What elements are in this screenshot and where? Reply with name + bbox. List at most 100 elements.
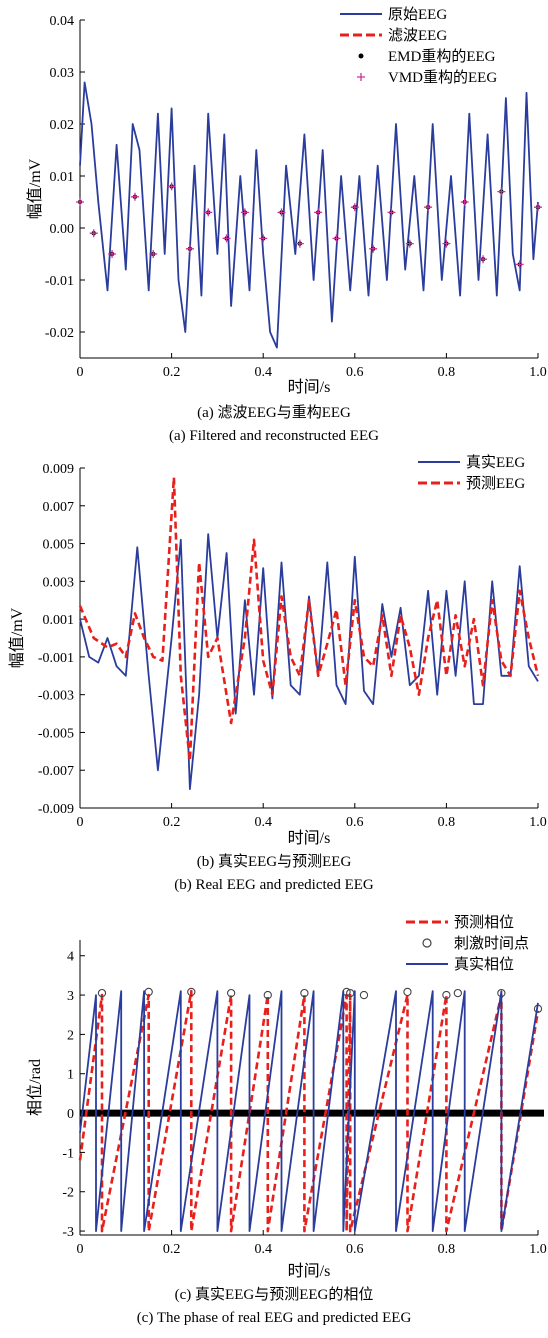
data-point: [460, 198, 469, 206]
x-tick-label: 1.0: [529, 815, 547, 830]
legend-label-1: 真实EEG: [466, 453, 525, 471]
legend-swatch-3: [358, 53, 364, 59]
y-tick-label: 4: [67, 950, 74, 965]
y-tick-label: -3: [62, 1225, 74, 1240]
y-tick-label: 3: [67, 989, 74, 1004]
y-tick-label: 0.003: [43, 575, 75, 590]
y-tick-label: -0.009: [38, 802, 74, 817]
data-point: [300, 988, 309, 998]
x-tick-label: 0.4: [254, 365, 272, 380]
series-line-3: [79, 990, 539, 1232]
y-tick-label: 0.03: [50, 66, 75, 81]
data-point: [453, 988, 462, 998]
y-tick-label: -0.02: [45, 326, 74, 341]
data-point: [108, 250, 117, 258]
data-point: [350, 203, 359, 212]
data-point: [369, 244, 378, 253]
data-point: [314, 208, 323, 217]
x-axis-label: 时间/s: [288, 1262, 331, 1280]
x-tick-label: 0.6: [346, 1242, 364, 1257]
x-tick-label: 0: [77, 815, 84, 830]
y-tick-label: 2: [67, 1028, 74, 1043]
data-point: [149, 250, 158, 258]
chart-panel-3: [78, 920, 544, 1236]
data-point: [442, 239, 451, 248]
legend-label-4: VMD重构的EEG: [388, 69, 497, 86]
series-line-1: [79, 81, 539, 349]
data-point: [403, 987, 412, 997]
data-point: [497, 187, 506, 196]
chart-panel-2: [78, 461, 540, 809]
x-tick-label: 0.2: [163, 365, 181, 380]
caption-cn: (a) 滤波EEG与重构EEG: [197, 404, 351, 421]
data-point: [405, 239, 414, 248]
caption-cn: (b) 真实EEG与预测EEG: [197, 852, 352, 870]
data-point: [144, 987, 153, 997]
data-point: [277, 208, 286, 217]
data-point: [534, 203, 542, 212]
caption-cn: (c) 真实EEG与预测EEG的相位: [175, 1285, 374, 1303]
legend-label-1: 原始EEG: [388, 6, 447, 23]
data-point: [479, 255, 488, 264]
data-point: [185, 244, 194, 253]
series-line-2: [78, 476, 540, 763]
data-point: [442, 990, 451, 1000]
x-tick-label: 0.4: [254, 1242, 272, 1257]
x-axis-label: 时间/s: [288, 829, 331, 847]
y-axis-label: 幅值/mV: [8, 607, 26, 668]
y-tick-label: 0.009: [43, 462, 75, 477]
legend-label-2: 预测EEG: [466, 475, 525, 492]
y-tick-label: 0.00: [50, 222, 75, 237]
data-point: [295, 239, 304, 248]
legend-label-2: 刺激时间点: [454, 935, 529, 952]
data-point: [187, 987, 196, 997]
data-point: [332, 234, 341, 243]
caption-en: (c) The phase of real EEG and predicted …: [137, 1310, 412, 1326]
series-line-1: [78, 989, 540, 1233]
data-point: [424, 203, 433, 212]
x-tick-label: 0.2: [163, 815, 181, 830]
caption-en: (a) Filtered and reconstructed EEG: [169, 428, 379, 444]
legend-swatch-4: [357, 73, 365, 81]
data-point: [359, 990, 369, 1000]
y-tick-label: 0.001: [43, 613, 75, 628]
data-point: [97, 988, 107, 998]
y-tick-label: -0.007: [38, 764, 74, 779]
data-point: [204, 208, 213, 217]
data-point: [387, 208, 396, 217]
legend-label-3: EMD重构的EEG: [388, 48, 496, 65]
y-tick-label: 0: [67, 1107, 74, 1122]
y-tick-label: -0.01: [45, 274, 74, 289]
y-tick-label: -0.001: [38, 651, 74, 666]
y-tick-label: 1: [67, 1068, 74, 1083]
x-tick-label: 0.2: [163, 1242, 181, 1257]
data-point: [515, 260, 524, 269]
data-point: [130, 192, 139, 201]
y-tick-label: -0.003: [38, 689, 74, 704]
data-point: [222, 234, 231, 243]
x-tick-label: 0.8: [438, 815, 456, 830]
y-tick-label: -1: [62, 1146, 74, 1161]
data-point: [240, 208, 249, 217]
y-tick-label: -2: [62, 1186, 74, 1201]
x-tick-label: 0.6: [346, 815, 364, 830]
y-axis-label: 相位/rad: [26, 1059, 44, 1116]
x-tick-label: 0.6: [346, 365, 364, 380]
y-tick-label: 0.007: [43, 500, 75, 515]
x-axis-label: 时间/s: [288, 378, 331, 396]
data-point: [76, 198, 84, 206]
data-point: [226, 988, 236, 998]
x-tick-label: 0: [77, 365, 84, 380]
legend-label-1: 预测相位: [454, 914, 514, 931]
legend-label-2: 滤波EEG: [388, 27, 447, 44]
data-point: [259, 234, 268, 243]
series-line-1: [79, 533, 539, 790]
x-tick-label: 0.4: [254, 815, 272, 830]
x-tick-label: 0.8: [438, 365, 456, 380]
data-point: [167, 182, 176, 191]
y-tick-label: 0.005: [43, 538, 75, 553]
legend-label-3: 真实相位: [454, 955, 514, 973]
chart-panel-1: [76, 13, 542, 359]
caption-en: (b) Real EEG and predicted EEG: [174, 877, 374, 893]
